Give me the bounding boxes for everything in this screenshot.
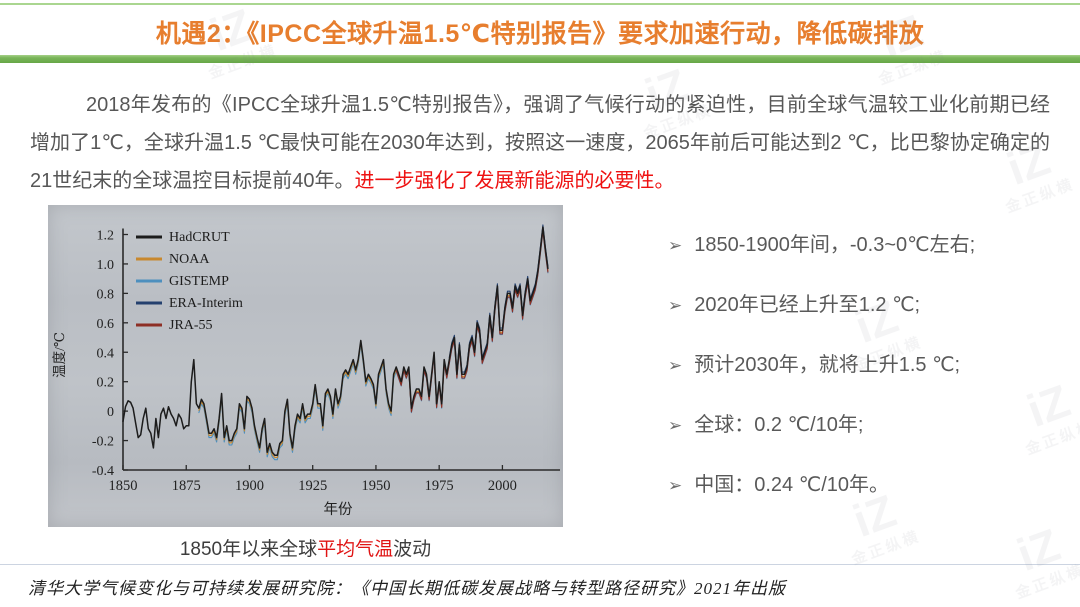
chart-caption: 1850年以来全球平均气温波动	[48, 534, 563, 561]
y-axis-label: 温度/℃	[52, 332, 67, 378]
list-item: ➢ 中国：0.24 ℃/10年。	[668, 471, 1068, 500]
y-tick-label: -0.4	[92, 464, 114, 479]
y-tick-label: 1.0	[97, 258, 115, 273]
x-tick-label: 2000	[488, 478, 517, 494]
title-underline-bar	[0, 55, 1080, 63]
x-tick-label: 1875	[172, 478, 201, 494]
body-text: 2018年发布的《IPCC全球升温1.5℃特别报告》，强调了气候行动的紧迫性，目…	[30, 94, 1050, 192]
series-line-noaa	[198, 228, 549, 459]
body-highlight-text: 进一步强化了发展新能源的必要性。	[354, 170, 675, 192]
x-tick-label: 1850	[109, 478, 138, 494]
caption-highlight: 平均气温	[317, 539, 394, 560]
series-line-jra-55	[395, 230, 549, 413]
list-item: ➢ 全球：0.2 ℃/10年;	[668, 411, 1068, 440]
y-tick-label: 0.4	[97, 346, 115, 361]
x-tick-label: 1950	[361, 478, 390, 494]
y-tick-label: -0.2	[92, 435, 114, 450]
y-tick-label: 0	[107, 405, 114, 420]
caption-post: 波动	[393, 539, 432, 560]
bullet-text: 中国：0.24 ℃/10年。	[694, 474, 889, 496]
list-item: ➢ 1850-1900年间，-0.3~0℃左右;	[668, 231, 1068, 260]
top-accent-line	[0, 3, 1080, 5]
x-tick-label: 1925	[298, 478, 327, 494]
series-line-gistemp	[198, 231, 549, 461]
bullet-arrow-icon: ➢	[668, 476, 683, 495]
y-tick-label: 0.6	[97, 317, 115, 332]
chart-photo: -0.4 -0.2 0 0.2 0.4 0.6 0.8 1.0 1.2 1850 1875 1900 1…	[48, 205, 563, 527]
legend-label-gistemp: GISTEMP	[169, 274, 229, 289]
bullet-arrow-icon: ➢	[668, 416, 683, 435]
legend-label-era-interim: ERA-Interim	[169, 296, 243, 311]
legend-label-noaa: NOAA	[169, 252, 210, 267]
bullet-text: 预计2030年，就将上升1.5 ℃;	[694, 354, 961, 376]
x-tick-label: 1900	[235, 478, 264, 494]
body-paragraph: 2018年发布的《IPCC全球升温1.5℃特别报告》，强调了气候行动的紧迫性，目…	[30, 86, 1050, 200]
footer-divider	[0, 564, 1080, 565]
y-tick-label: 0.2	[97, 376, 115, 391]
key-points-list: ➢ 1850-1900年间，-0.3~0℃左右; ➢ 2020年已经上升至1.2 ℃;…	[668, 231, 1068, 531]
bullet-arrow-icon: ➢	[668, 296, 683, 315]
bullet-arrow-icon: ➢	[668, 356, 683, 375]
legend-label-jra-55: JRA-55	[169, 318, 213, 333]
x-axis-label: 年份	[324, 501, 353, 518]
caption-pre: 1850年以来全球	[179, 539, 318, 560]
source-footer: 清华大学气候变化与可持续发展研究院：《中国长期低碳发展战略与转型路径研究》202…	[28, 579, 786, 598]
slide-title: 机遇2：《IPCC全球升温1.5℃特别报告》要求加速行动，降低碳排放	[155, 20, 925, 48]
bullet-text: 1850-1900年间，-0.3~0℃左右;	[694, 234, 976, 256]
x-tick-label: 1975	[425, 478, 454, 494]
list-item: ➢ 2020年已经上升至1.2 ℃;	[668, 291, 1068, 320]
series-line-hadcrut	[122, 226, 549, 457]
y-tick-label: 0.8	[97, 287, 115, 302]
bullet-text: 2020年已经上升至1.2 ℃;	[694, 294, 921, 316]
temperature-chart: -0.4 -0.2 0 0.2 0.4 0.6 0.8 1.0 1.2 1850 1875 1900 1…	[52, 224, 560, 518]
list-item: ➢ 预计2030年，就将上升1.5 ℃;	[668, 351, 1068, 380]
legend-label-hadcrut: HadCRUT	[169, 230, 230, 245]
bullet-text: 全球：0.2 ℃/10年;	[694, 414, 864, 436]
bullet-arrow-icon: ➢	[668, 236, 683, 255]
y-tick-label: 1.2	[97, 229, 115, 244]
